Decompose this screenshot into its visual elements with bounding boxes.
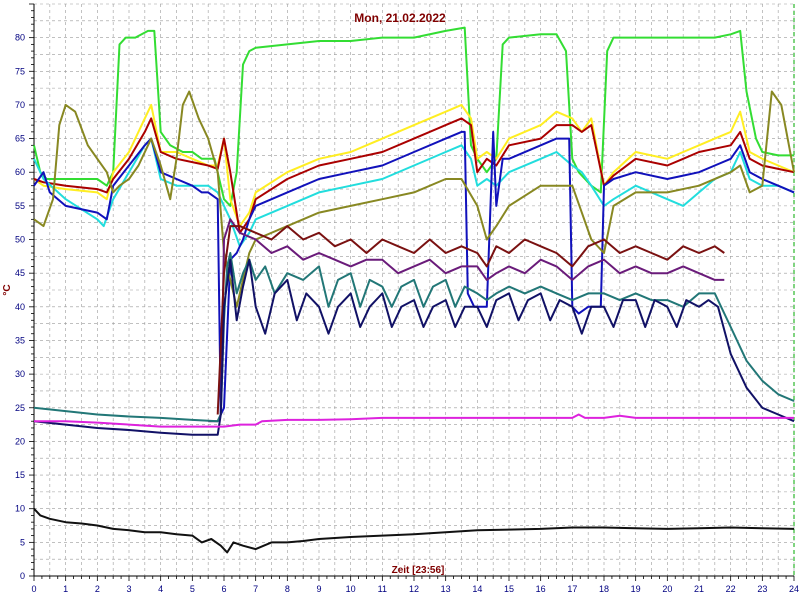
series-line-7 [208,218,725,423]
y-tick-label: 25 [15,403,25,413]
y-tick-label: 70 [15,100,25,110]
series-line-8 [216,225,725,415]
series-line-9 [33,252,795,423]
grid [29,3,795,581]
series-line-12 [33,508,795,554]
y-tick-label: 20 [15,436,25,446]
x-tick-label: 5 [190,584,195,594]
series-line-11 [34,413,794,428]
x-tick-label: 6 [221,584,226,594]
x-tick-labels: 0 1 2 3 4 5 6 7 8 9 10 11 12 13 14 15 16 17 18 19 20 21 22 23 24 [31,584,799,594]
x-tick-label: 3 [126,584,131,594]
y-tick-label: 10 [15,504,25,514]
y-tick-label: 55 [15,201,25,211]
y-tick-label: 45 [15,268,25,278]
x-tick-label: 9 [316,584,321,594]
x-tick-label: 20 [662,584,672,594]
series-line-2 [33,103,795,228]
x-tick-label: 4 [158,584,163,594]
y-tick-label: 35 [15,335,25,345]
x-tick-label: 21 [694,584,704,594]
x-tick-label: 0 [31,584,36,594]
x-tick-label: 17 [567,584,577,594]
x-tick-label: 13 [441,584,451,594]
series-line-10 [33,258,795,436]
y-tick-label: 30 [15,369,25,379]
y-tick-label: 50 [15,235,25,245]
y-tick-labels: 0 5 10 15 20 25 30 35 40 45 50 55 60 65 70 75 80 [15,33,25,581]
x-tick-label: 1 [63,584,68,594]
x-tick-label: 14 [472,584,482,594]
series-lines [33,26,795,554]
x-tick-label: 8 [285,584,290,594]
x-tick-label: 19 [631,584,641,594]
series-line-3 [33,117,795,234]
x-tick-label: 18 [599,584,609,594]
x-tick-label: 23 [757,584,767,594]
x-tick-label: 10 [346,584,356,594]
x-tick-label: 7 [253,584,258,594]
y-tick-label: 60 [15,167,25,177]
x-tick-label: 15 [504,584,514,594]
y-tick-label: 15 [15,470,25,480]
y-tick-label: 80 [15,33,25,43]
x-tick-label: 11 [378,584,387,594]
x-tick-label: 24 [789,584,799,594]
y-tick-label: 65 [15,134,25,144]
chart-title: Mon, 21.02.2022 [354,11,446,25]
x-tick-label: 2 [95,584,100,594]
series-line-5 [33,130,795,416]
x-tick-label: 22 [726,584,736,594]
y-tick-label: 0 [20,571,25,581]
series-line-1 [33,26,794,207]
x-axis-label: Zeit [23:56] [392,565,445,576]
y-tick-label: 5 [20,537,25,547]
x-tick-label: 12 [409,584,419,594]
y-tick-label: 40 [15,302,25,312]
x-tick-label: 16 [536,584,546,594]
y-tick-label: 75 [15,66,25,76]
y-axis-label: °C [2,284,13,295]
